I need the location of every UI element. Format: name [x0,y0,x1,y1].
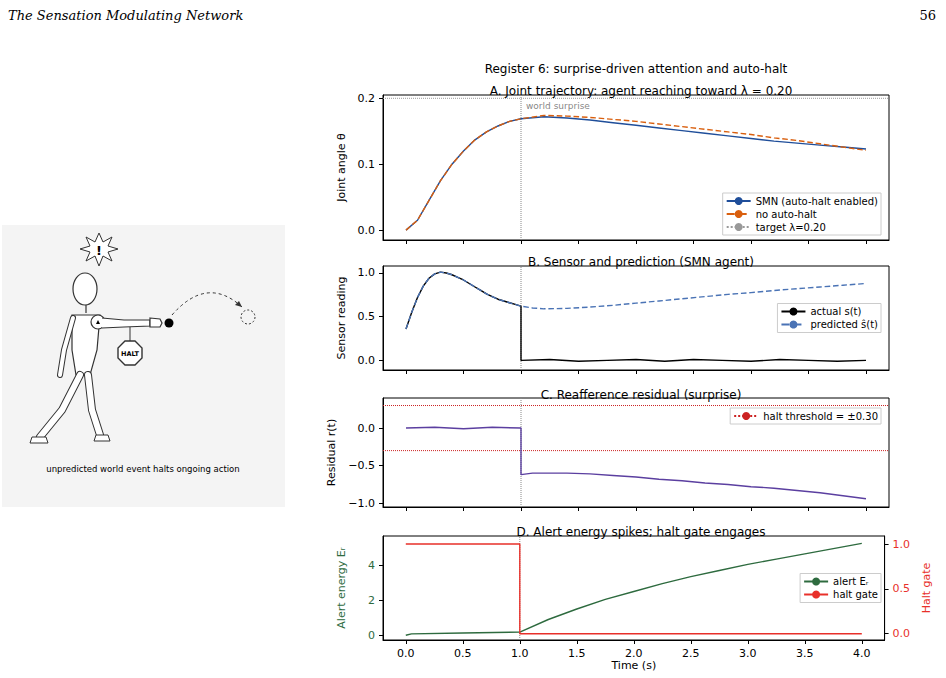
svg-text:Sensor reading: Sensor reading [335,277,348,360]
svg-text:unpredicted world event halts: unpredicted world event halts ongoing ac… [46,464,239,474]
svg-text:4.0: 4.0 [853,647,871,660]
svg-text:A. Joint trajectory: agent rea: A. Joint trajectory: agent reaching towa… [490,84,793,98]
html-text:Register 6: surprise-driven at: Register 6: surprise-driven attention an… [484,62,788,76]
svg-text:predicted ŝ(t): predicted ŝ(t) [810,319,878,330]
svg-text:2.0: 2.0 [625,647,643,660]
svg-text:−0.5: −0.5 [348,459,375,472]
svg-text:0.0: 0.0 [358,224,376,237]
svg-text:Halt gate: Halt gate [920,562,933,613]
svg-text:Time (s): Time (s) [610,659,656,672]
svg-text:world surprise: world surprise [526,101,590,111]
svg-text:0: 0 [368,629,375,642]
svg-text:D. Alert energy spikes; halt g: D. Alert energy spikes; halt gate engage… [517,525,766,539]
svg-text:0.0: 0.0 [893,627,911,640]
svg-text:alert Eᵣ: alert Eᵣ [833,576,869,587]
html-text:56: 56 [919,8,936,23]
svg-text:0.5: 0.5 [454,647,472,660]
svg-text:Residual r(t): Residual r(t) [325,419,338,486]
svg-text:halt threshold = ±0.30: halt threshold = ±0.30 [763,411,878,422]
svg-text:−1.0: −1.0 [348,497,375,510]
svg-text:no auto-halt: no auto-halt [756,209,817,220]
svg-text:actual s(t): actual s(t) [810,306,861,317]
svg-text:0.1: 0.1 [358,158,376,171]
svg-text:1.0: 1.0 [893,538,911,551]
svg-text:0.5: 0.5 [358,310,376,323]
svg-text:3.5: 3.5 [796,647,814,660]
svg-text:halt gate: halt gate [833,589,878,600]
svg-text:3.0: 3.0 [739,647,757,660]
svg-text:0.5: 0.5 [893,582,911,595]
svg-text:1.0: 1.0 [358,266,376,279]
svg-text:1.0: 1.0 [511,647,529,660]
svg-text:B. Sensor and prediction (SMN: B. Sensor and prediction (SMN agent) [528,255,754,269]
svg-text:target λ=0.20: target λ=0.20 [756,222,826,233]
svg-text:0.0: 0.0 [397,647,415,660]
svg-text:0.0: 0.0 [358,422,376,435]
svg-text:HALT: HALT [121,350,140,358]
svg-text:4: 4 [368,559,375,572]
svg-text:Alert energy Eᵣ: Alert energy Eᵣ [335,547,348,628]
svg-text:0.2: 0.2 [358,92,376,105]
svg-text:Joint angle θ: Joint angle θ [335,133,348,203]
svg-text:C. Reafference residual (surpr: C. Reafference residual (surprise) [541,388,742,402]
svg-text:2.5: 2.5 [682,647,700,660]
svg-text:!: ! [96,243,102,258]
svg-text:SMN (auto-halt enabled): SMN (auto-halt enabled) [756,196,878,207]
svg-text:0.0: 0.0 [358,354,376,367]
html-text:The Sensation Modulating Netwo: The Sensation Modulating Network [8,8,244,23]
svg-text:2: 2 [368,594,375,607]
svg-text:1.5: 1.5 [568,647,586,660]
